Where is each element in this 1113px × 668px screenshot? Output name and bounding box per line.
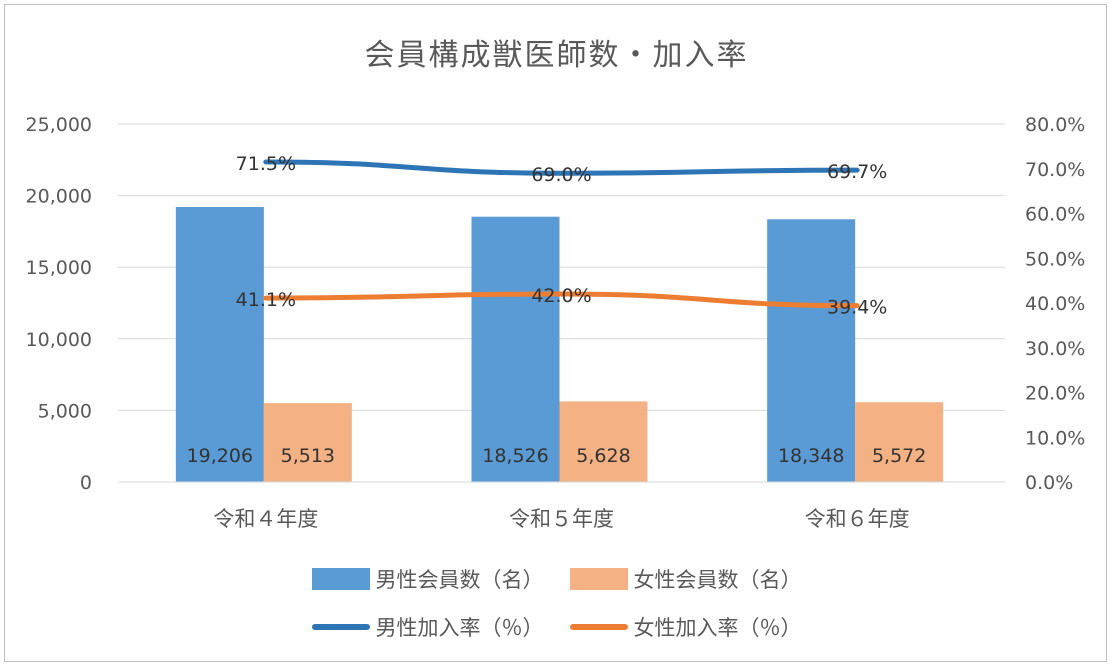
y-right-tick-label-6: 60.0% — [1025, 204, 1085, 226]
bar-label-male-1: 18,526 — [482, 445, 548, 467]
y-left-tick-label-3: 15,000 — [26, 257, 92, 279]
y-left-tick-label-4: 20,000 — [26, 186, 92, 208]
bar-label-female-2: 5,572 — [872, 445, 926, 467]
y-right-tick-label-4: 40.0% — [1025, 293, 1085, 315]
y-left-tick-label-1: 5,000 — [38, 400, 92, 422]
legend-label-male-count: 男性会員数（名） — [375, 568, 544, 592]
y-right-tick-label-2: 20.0% — [1025, 383, 1085, 405]
x-tick-label-1: 令和５年度 — [509, 507, 614, 531]
line-female-rate — [263, 291, 860, 309]
line-label-male-rate-1: 69.0% — [531, 164, 591, 186]
legend-row-bars: 男性会員数（名） 女性会員数（名） — [0, 564, 1113, 594]
y-right-tick-label-8: 80.0% — [1025, 114, 1085, 136]
bar-male-0 — [175, 206, 264, 482]
chart-title: 会員構成獣医師数・加入率 — [364, 38, 749, 73]
y-right-tick-label-1: 10.0% — [1025, 427, 1085, 449]
x-tick-label-2: 令和６年度 — [805, 507, 910, 531]
legend-row-lines: 男性加入率（％） 女性加入率（％） — [0, 612, 1113, 642]
line-label-male-rate-0: 71.5% — [236, 153, 296, 175]
bar-female-2 — [855, 402, 944, 482]
legend-swatch-male-count — [311, 568, 370, 590]
legend-item-male-count: 男性会員数（名） — [311, 564, 544, 594]
legend-swatch-female-rate — [569, 624, 628, 630]
legend-swatch-male-rate — [311, 624, 370, 630]
y-left-tick-label-5: 25,000 — [26, 114, 92, 136]
y-left-tick-label-0: 0 — [80, 472, 92, 494]
bar-label-male-0: 19,206 — [187, 445, 253, 467]
legend-item-female-count: 女性会員数（名） — [569, 564, 802, 594]
legend-item-male-rate: 男性加入率（％） — [311, 612, 544, 642]
bar-female-0 — [263, 403, 352, 482]
line-label-female-rate-0: 41.1% — [236, 289, 296, 311]
x-tick-label-0: 令和４年度 — [213, 507, 318, 531]
line-label-female-rate-1: 42.0% — [531, 285, 591, 307]
legend-label-female-rate: 女性加入率（％） — [633, 616, 802, 640]
bar-label-male-2: 18,348 — [778, 445, 844, 467]
legend-label-male-rate: 男性加入率（％） — [375, 616, 544, 640]
bar-label-female-0: 5,513 — [281, 445, 335, 467]
y-right-tick-label-5: 50.0% — [1025, 248, 1085, 270]
legend-swatch-female-count — [569, 568, 628, 590]
bar-male-2 — [767, 219, 856, 482]
bar-female-1 — [559, 401, 648, 482]
legend-item-female-rate: 女性加入率（％） — [569, 612, 802, 642]
legend-label-female-count: 女性会員数（名） — [633, 568, 802, 592]
y-right-tick-label-0: 0.0% — [1025, 472, 1073, 494]
y-right-tick-label-7: 70.0% — [1025, 159, 1085, 181]
line-label-male-rate-2: 69.7% — [827, 161, 887, 183]
line-male-rate — [263, 159, 860, 176]
bar-label-female-1: 5,628 — [576, 445, 630, 467]
bar-male-1 — [471, 216, 560, 482]
y-right-tick-label-3: 30.0% — [1025, 338, 1085, 360]
line-label-female-rate-2: 39.4% — [827, 297, 887, 319]
y-left-tick-label-2: 10,000 — [26, 329, 92, 351]
